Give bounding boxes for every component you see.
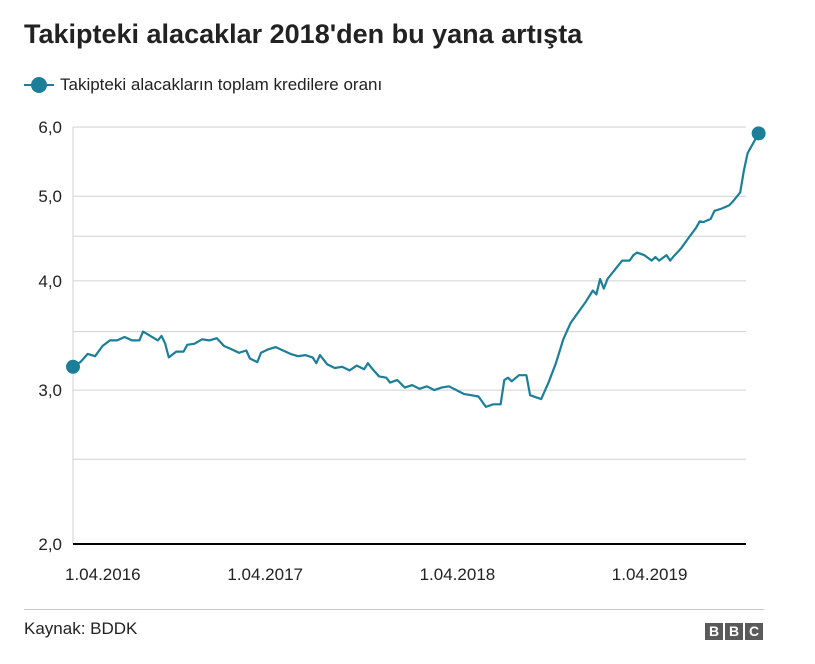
legend: Takipteki alacakların toplam kredilere o… (24, 74, 382, 96)
bbc-logo-letter-b2: B (725, 623, 743, 640)
series-line (71, 132, 760, 408)
footer-divider (24, 609, 764, 610)
y-tick-label-2: 3,0 (38, 381, 62, 400)
legend-swatch (24, 74, 54, 96)
legend-label: Takipteki alacakların toplam kredilere o… (60, 75, 383, 94)
bbc-logo-letter-b1: B (705, 623, 723, 640)
series-end-point (751, 126, 766, 141)
x-tick-label-2: 1.04.2018 (420, 565, 496, 584)
y-tick-label-4: 4,0 (38, 272, 62, 291)
x-tick-label-1: 1.04.2017 (227, 565, 303, 584)
bbc-logo-letter-c: C (745, 623, 763, 640)
series-start-point (66, 359, 80, 374)
x-tick-label-3: 1.04.2019 (612, 565, 688, 584)
x-tick-label-0: 1.04.2016 (65, 565, 141, 584)
y-tick-label-7: 6,0 (38, 118, 62, 137)
y-tick-label-0: 2,0 (38, 535, 62, 554)
source-note: Kaynak: BDDK (24, 619, 138, 638)
bbc-logo: B B C (705, 623, 763, 640)
y-tick-label-6: 5,0 (38, 187, 62, 206)
legend-marker-icon (31, 77, 47, 93)
chart-title: Takipteki alacaklar 2018'den bu yana art… (24, 19, 583, 49)
